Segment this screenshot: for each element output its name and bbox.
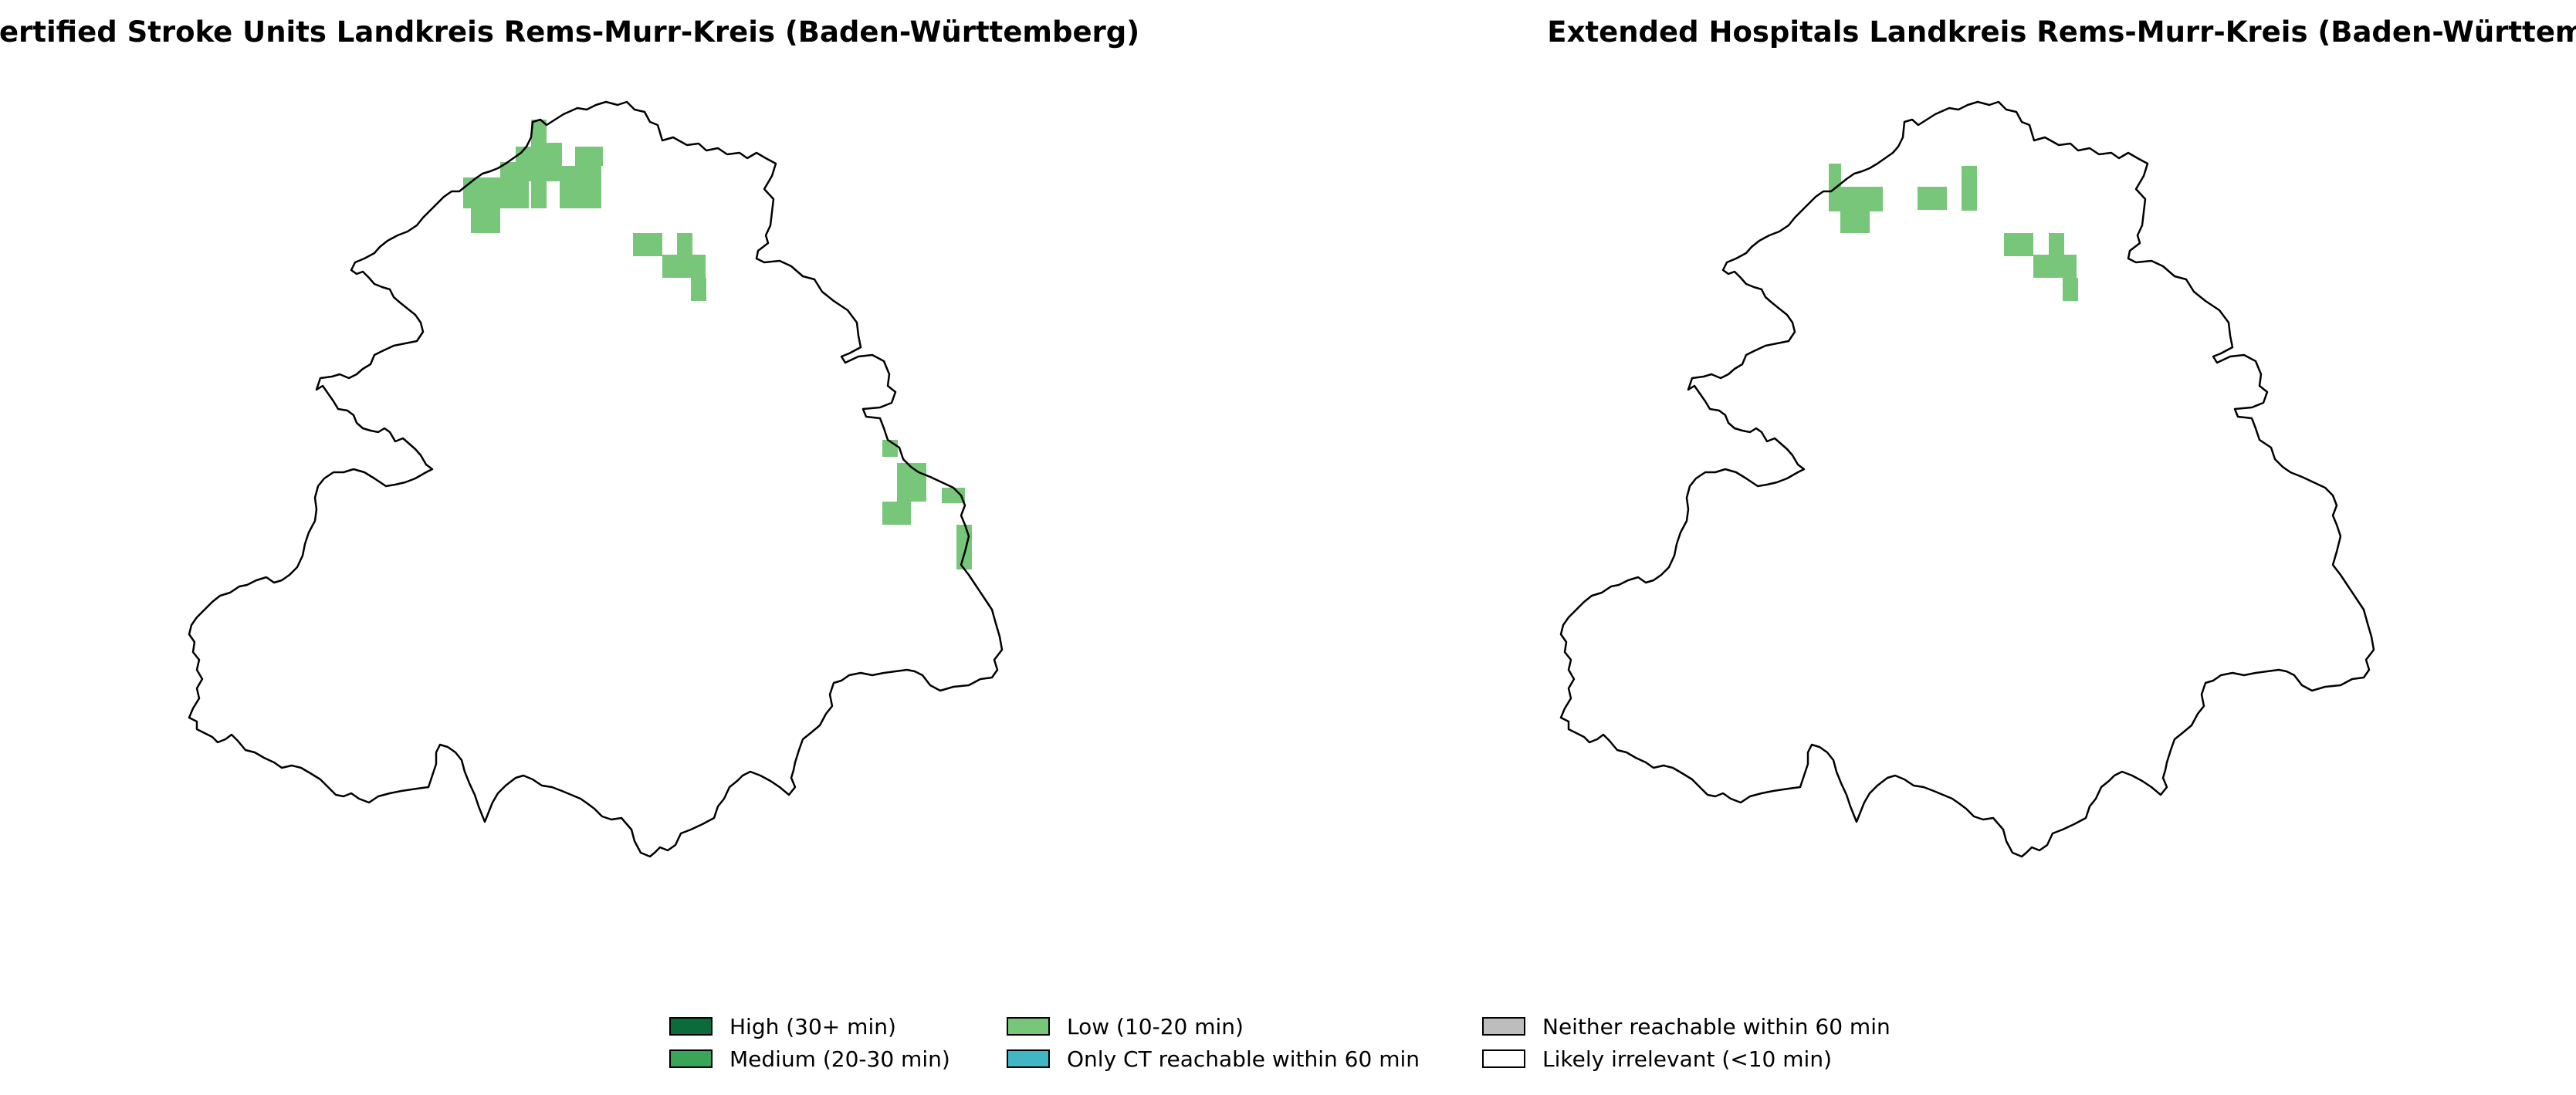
map-cell <box>662 255 706 278</box>
map-title: Extended Hospitals Landkreis Rems-Murr-K… <box>1547 15 2576 49</box>
reachability-cells <box>463 120 972 569</box>
legend-swatch <box>1007 1049 1050 1068</box>
map-cell <box>1962 166 1977 211</box>
legend-swatch <box>1482 1017 1525 1036</box>
legend-item-high: High (30+ min) <box>669 1011 896 1042</box>
map-cell <box>2063 278 2078 301</box>
legend-label: Medium (20-30 min) <box>729 1046 950 1072</box>
district-map <box>188 100 1004 858</box>
map-cell <box>956 525 972 569</box>
legend-item-medium: Medium (20-30 min) <box>669 1043 950 1074</box>
map-legend: High (30+ min) Medium (20-30 min) Low (1… <box>0 1011 2576 1095</box>
map-cell <box>897 463 926 502</box>
map-cell <box>942 488 965 503</box>
legend-label: Neither reachable within 60 min <box>1542 1013 1891 1039</box>
legend-label: Low (10-20 min) <box>1067 1013 1244 1039</box>
legend-swatch <box>1007 1017 1050 1036</box>
legend-item-neither: Neither reachable within 60 min <box>1482 1011 1891 1042</box>
map-cell <box>1918 187 1947 210</box>
legend-item-low: Low (10-20 min) <box>1007 1011 1244 1042</box>
district-boundary <box>188 100 1004 858</box>
legend-item-irrelevant: Likely irrelevant (<10 min) <box>1482 1043 1832 1074</box>
map-cell <box>575 147 603 166</box>
legend-swatch <box>669 1017 713 1036</box>
legend-item-ct-only: Only CT reachable within 60 min <box>1007 1043 1420 1074</box>
map-cell <box>677 233 692 256</box>
map-panel-stroke-units: Certified Stroke Units Landkreis Rems-Mu… <box>0 0 1288 972</box>
map-cell <box>2049 233 2064 256</box>
map-cell <box>560 166 575 208</box>
map-cell <box>547 143 562 181</box>
map-cell <box>516 147 531 181</box>
map-cell <box>575 181 589 208</box>
reachability-cells <box>1829 164 2078 301</box>
map-cell <box>471 207 500 233</box>
legend-label: Only CT reachable within 60 min <box>1067 1046 1420 1072</box>
map-cell <box>531 120 547 208</box>
map-cell <box>1829 164 1841 187</box>
map-cell <box>1829 187 1883 211</box>
legend-swatch <box>1482 1049 1525 1068</box>
district-map <box>1559 100 2375 858</box>
map-cell <box>691 278 706 301</box>
map-cell <box>882 502 911 525</box>
map-title: Certified Stroke Units Landkreis Rems-Mu… <box>0 15 1140 49</box>
legend-swatch <box>669 1049 713 1068</box>
map-cell <box>588 181 601 208</box>
map-cell <box>1840 208 1870 233</box>
legend-label: High (30+ min) <box>729 1013 896 1039</box>
legend-label: Likely irrelevant (<10 min) <box>1542 1046 1832 1072</box>
map-cell <box>2033 255 2077 278</box>
map-cell <box>463 177 529 208</box>
district-boundary <box>1559 100 2375 858</box>
map-cell <box>633 233 662 256</box>
map-cell <box>2004 233 2033 256</box>
map-panel-extended-hospitals: Extended Hospitals Landkreis Rems-Murr-K… <box>1288 0 2576 972</box>
